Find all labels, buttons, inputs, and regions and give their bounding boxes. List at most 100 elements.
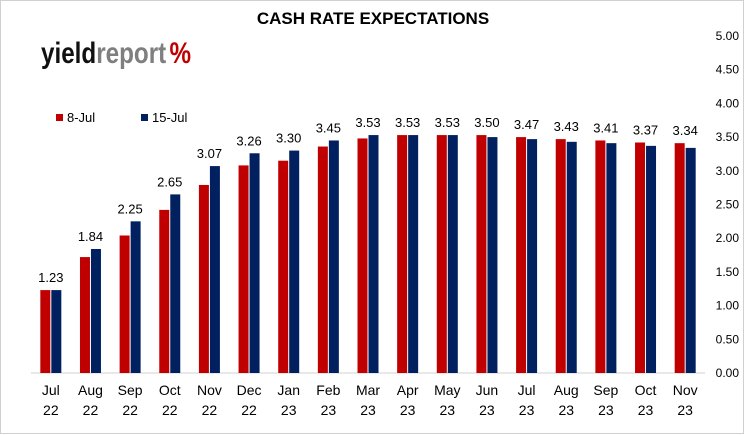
bar-8-jul-15 [635, 142, 646, 373]
data-label: 3.53 [435, 115, 460, 130]
data-label: 2.65 [157, 174, 182, 189]
x-tick-month: Sep [118, 382, 143, 398]
bar-15-jul-12 [527, 139, 538, 373]
bar-8-jul-2 [119, 235, 130, 373]
x-tick-year: 22 [122, 402, 138, 418]
bar-8-jul-7 [317, 146, 328, 373]
bar-15-jul-0 [51, 290, 62, 373]
data-label: 3.53 [395, 115, 420, 130]
x-tick-month: Apr [397, 382, 419, 398]
x-tick-month: Jul [518, 382, 536, 398]
y-tick-label: 4.50 [716, 63, 740, 77]
y-tick-label: 4.00 [716, 96, 740, 110]
x-tick-month: Aug [78, 382, 103, 398]
x-tick-year: 22 [202, 402, 218, 418]
data-label: 3.45 [316, 120, 341, 135]
x-tick-month: Jul [42, 382, 60, 398]
x-tick-month: Nov [197, 382, 222, 398]
y-tick-label: 2.00 [716, 231, 740, 245]
data-label: 3.37 [633, 122, 658, 137]
bar-8-jul-5 [238, 165, 249, 373]
data-label: 1.23 [38, 270, 63, 285]
data-label: 3.26 [236, 133, 261, 148]
data-label: 1.84 [78, 229, 103, 244]
bar-8-jul-11 [476, 135, 487, 373]
bar-15-jul-10 [447, 135, 458, 373]
legend-swatch-0 [56, 114, 63, 121]
y-tick-label: 0.00 [716, 366, 740, 380]
bar-15-jul-1 [90, 248, 101, 373]
y-tick-label: 3.00 [716, 164, 740, 178]
y-tick-label: 1.00 [716, 299, 740, 313]
chart-title: CASH RATE EXPECTATIONS [257, 9, 489, 28]
bar-8-jul-1 [79, 257, 90, 373]
x-tick-year: 23 [519, 402, 535, 418]
bar-15-jul-7 [328, 140, 339, 373]
x-tick-month: Dec [237, 382, 262, 398]
y-tick-label: 1.50 [716, 265, 740, 279]
x-tick-month: Feb [316, 382, 340, 398]
x-tick-month: Sep [593, 382, 618, 398]
data-label: 3.47 [514, 117, 539, 132]
bar-8-jul-0 [40, 290, 51, 373]
data-label: 3.50 [474, 115, 499, 130]
bar-15-jul-15 [646, 145, 657, 373]
x-tick-month: Nov [673, 382, 698, 398]
bar-8-jul-6 [278, 160, 289, 373]
bar-8-jul-4 [198, 184, 209, 373]
logo: yieldreport% [41, 37, 191, 70]
bar-15-jul-2 [130, 221, 141, 373]
y-tick-label: 5.00 [716, 29, 740, 43]
x-tick-year: 23 [677, 402, 693, 418]
bar-8-jul-3 [159, 209, 170, 373]
data-label: 2.25 [117, 201, 142, 216]
x-tick-month: Jun [476, 382, 499, 398]
bar-15-jul-9 [408, 135, 419, 373]
x-tick-year: 23 [360, 402, 376, 418]
bar-8-jul-12 [516, 137, 527, 373]
bar-15-jul-14 [606, 143, 617, 373]
bar-15-jul-16 [685, 147, 696, 373]
legend-label-0: 8-Jul [67, 110, 95, 125]
bar-15-jul-5 [249, 153, 260, 373]
x-tick-year: 23 [440, 402, 456, 418]
data-label: 3.07 [197, 146, 222, 161]
bar-8-jul-9 [397, 135, 408, 373]
data-label: 3.53 [355, 115, 380, 130]
x-tick-year: 22 [83, 402, 99, 418]
data-label: 3.34 [673, 123, 698, 138]
y-tick-label: 3.50 [716, 130, 740, 144]
bar-15-jul-6 [289, 150, 300, 373]
x-tick-month: Oct [635, 382, 657, 398]
bar-8-jul-8 [357, 138, 368, 373]
x-tick-year: 22 [162, 402, 178, 418]
bar-15-jul-11 [487, 137, 498, 373]
x-tick-year: 23 [400, 402, 416, 418]
y-tick-label: 0.50 [716, 332, 740, 346]
legend-swatch-1 [141, 114, 148, 121]
bar-8-jul-10 [436, 135, 447, 373]
bar-15-jul-3 [170, 194, 181, 373]
data-label: 3.43 [554, 119, 579, 134]
x-tick-year: 22 [43, 402, 59, 418]
bar-8-jul-14 [595, 140, 606, 373]
x-tick-year: 23 [281, 402, 297, 418]
x-tick-month: May [434, 382, 460, 398]
x-tick-month: Mar [356, 382, 380, 398]
bar-15-jul-13 [566, 141, 577, 373]
x-tick-year: 23 [598, 402, 614, 418]
y-tick-label: 2.50 [716, 198, 740, 212]
x-tick-month: Jan [277, 382, 300, 398]
x-tick-month: Aug [554, 382, 579, 398]
bar-8-jul-16 [674, 143, 685, 373]
x-tick-year: 22 [241, 402, 257, 418]
x-tick-year: 23 [479, 402, 495, 418]
data-label: 3.41 [593, 120, 618, 135]
data-label: 3.30 [276, 131, 301, 146]
bar-8-jul-13 [555, 139, 566, 373]
bar-15-jul-4 [209, 166, 220, 373]
x-tick-year: 23 [321, 402, 337, 418]
legend-label-1: 15-Jul [152, 110, 188, 125]
